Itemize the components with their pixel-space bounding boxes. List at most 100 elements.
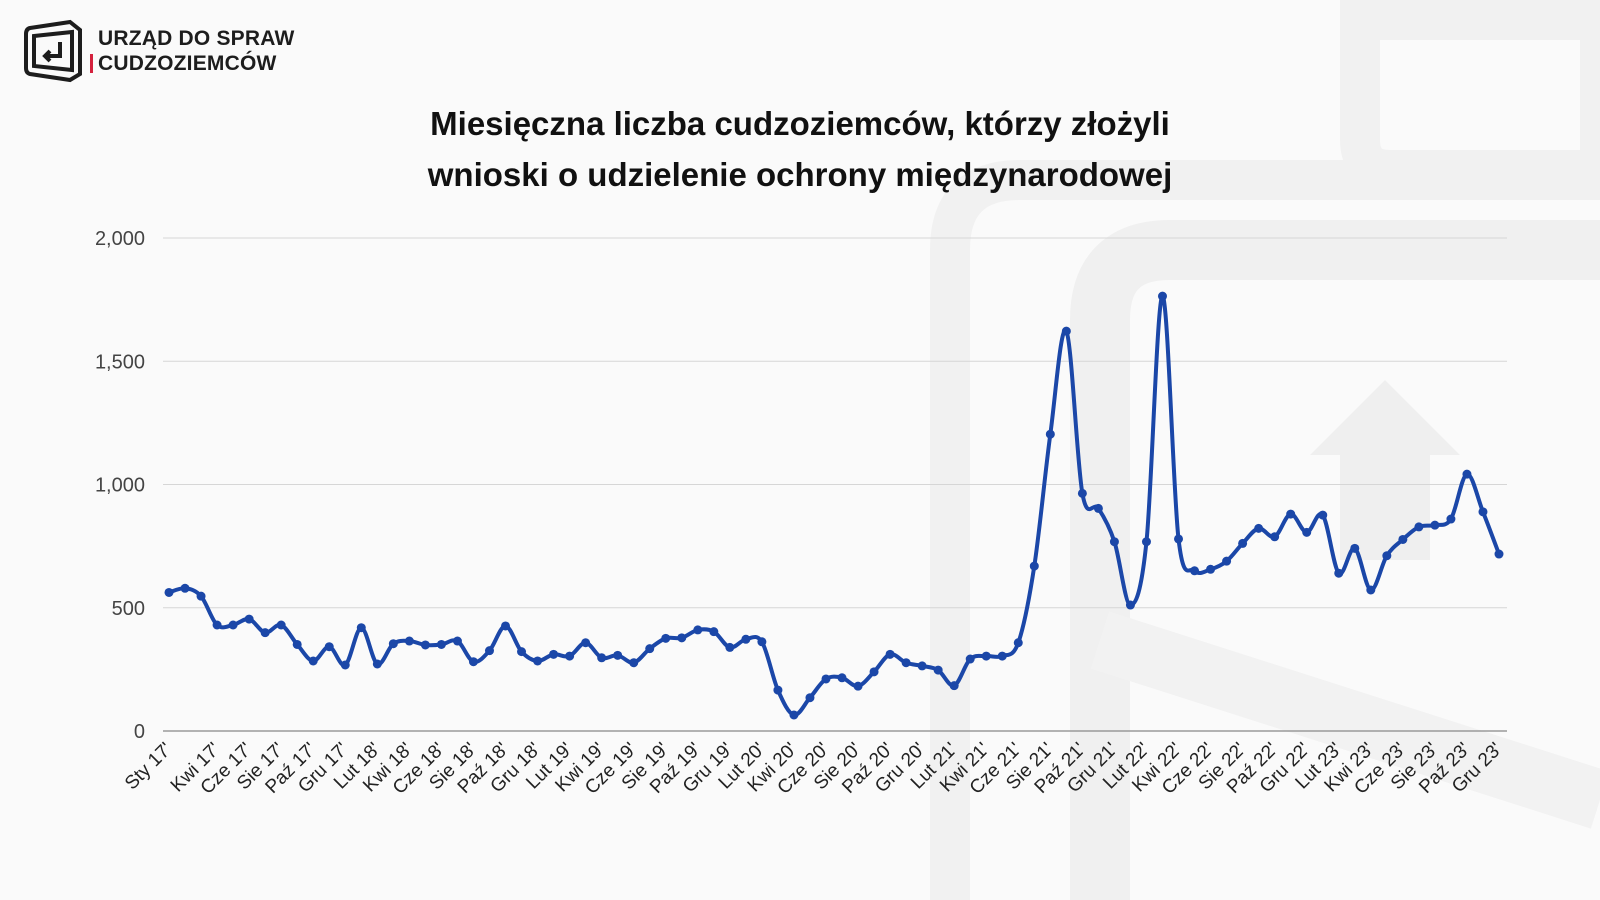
- data-point: [581, 638, 591, 648]
- data-point: [388, 639, 398, 649]
- data-point: [452, 636, 462, 646]
- org-name-line2: CUDZOZIEMCÓW: [89, 51, 294, 76]
- chart-title-line2: wnioski o udzielenie ochrony międzynarod…: [427, 156, 1173, 193]
- data-point: [741, 634, 751, 644]
- data-point: [228, 620, 238, 630]
- data-point: [789, 710, 799, 720]
- data-point: [1286, 509, 1296, 519]
- data-point: [1109, 537, 1119, 547]
- data-point: [885, 649, 895, 659]
- data-point: [420, 640, 430, 650]
- data-point: [1430, 520, 1440, 530]
- org-name-line1: URZĄD DO SPRAW: [98, 27, 295, 50]
- org-logo: URZĄD DO SPRAW CUDZOZIEMCÓW: [22, 18, 294, 84]
- x-axis-ticks: Sty 17'Kwi 17'Cze 17'Sie 17'Paź 17'Gru 1…: [121, 739, 1507, 799]
- data-point: [1462, 469, 1472, 479]
- data-point: [1141, 537, 1151, 547]
- data-point: [773, 685, 783, 695]
- data-point: [1125, 600, 1135, 610]
- data-point: [661, 633, 671, 643]
- gridlines: [163, 237, 1507, 732]
- y-tick-label: 2,000: [95, 228, 145, 250]
- data-point: [1206, 564, 1216, 574]
- data-point: [1414, 522, 1424, 532]
- data-point: [484, 646, 494, 656]
- data-point: [1494, 549, 1504, 559]
- data-point: [1382, 551, 1392, 561]
- data-point: [1302, 527, 1312, 537]
- data-point: [468, 657, 478, 667]
- data-point: [292, 639, 302, 649]
- data-point: [1238, 538, 1248, 548]
- data-point: [597, 653, 607, 663]
- y-tick-label: 1,500: [95, 351, 145, 373]
- data-point: [1366, 585, 1376, 595]
- data-point: [1093, 503, 1103, 513]
- data-point: [757, 637, 767, 647]
- y-axis-ticks: 0 500 1,000 1,500 2,000: [95, 228, 145, 743]
- data-point: [965, 654, 975, 664]
- y-tick-label: 1,000: [95, 475, 145, 497]
- data-point: [1334, 568, 1344, 578]
- data-point: [1398, 534, 1408, 544]
- data-point: [837, 673, 847, 683]
- data-point: [356, 623, 366, 633]
- data-point: [1254, 523, 1264, 533]
- series-path: [168, 294, 1501, 717]
- chart-title: Miesięczna liczba cudzoziemców, którzy z…: [0, 98, 1600, 200]
- data-point: [1270, 532, 1280, 542]
- data-point: [981, 651, 991, 661]
- data-point: [709, 627, 719, 637]
- data-point: [949, 681, 959, 691]
- data-point: [1013, 638, 1023, 648]
- data-point: [629, 658, 639, 668]
- data-point: [549, 649, 559, 659]
- data-point: [533, 656, 543, 666]
- data-point: [917, 661, 927, 671]
- data-point: [997, 651, 1007, 661]
- data-point: [645, 644, 655, 654]
- data-point: [613, 650, 623, 660]
- data-point: [1222, 556, 1232, 566]
- data-point: [517, 647, 527, 657]
- data-point: [821, 674, 831, 684]
- data-point: [725, 642, 735, 652]
- data-point: [1318, 510, 1328, 520]
- data-point: [853, 681, 863, 691]
- data-point: [1350, 543, 1360, 553]
- data-point: [260, 628, 270, 638]
- chart-title-line1: Miesięczna liczba cudzoziemców, którzy z…: [430, 105, 1170, 142]
- data-point: [1446, 514, 1456, 524]
- data-point: [308, 656, 318, 666]
- data-point: [196, 591, 206, 601]
- data-point: [340, 660, 350, 670]
- data-point: [276, 620, 286, 630]
- data-point: [1174, 534, 1184, 544]
- data-point: [693, 625, 703, 635]
- data-point: [1157, 291, 1167, 301]
- y-tick-label: 0: [134, 721, 145, 743]
- data-point: [1061, 326, 1071, 336]
- data-point: [901, 658, 911, 668]
- data-point: [1029, 561, 1039, 571]
- data-point: [869, 667, 879, 677]
- data-point: [1478, 507, 1488, 517]
- data-point: [805, 693, 815, 703]
- data-point: [933, 665, 943, 675]
- data-point: [244, 614, 254, 624]
- y-tick-label: 500: [112, 598, 145, 620]
- data-point: [677, 633, 687, 643]
- data-point: [372, 659, 382, 669]
- series-line: [164, 291, 1504, 720]
- data-point: [1045, 429, 1055, 439]
- data-point: [164, 587, 174, 597]
- data-point: [404, 636, 414, 646]
- data-point: [436, 639, 446, 649]
- data-point: [501, 621, 511, 631]
- data-point: [1077, 488, 1087, 498]
- data-point: [180, 583, 190, 593]
- arrow-return-square-icon: [24, 19, 82, 83]
- x-tick-label: Sty 17': [121, 739, 177, 795]
